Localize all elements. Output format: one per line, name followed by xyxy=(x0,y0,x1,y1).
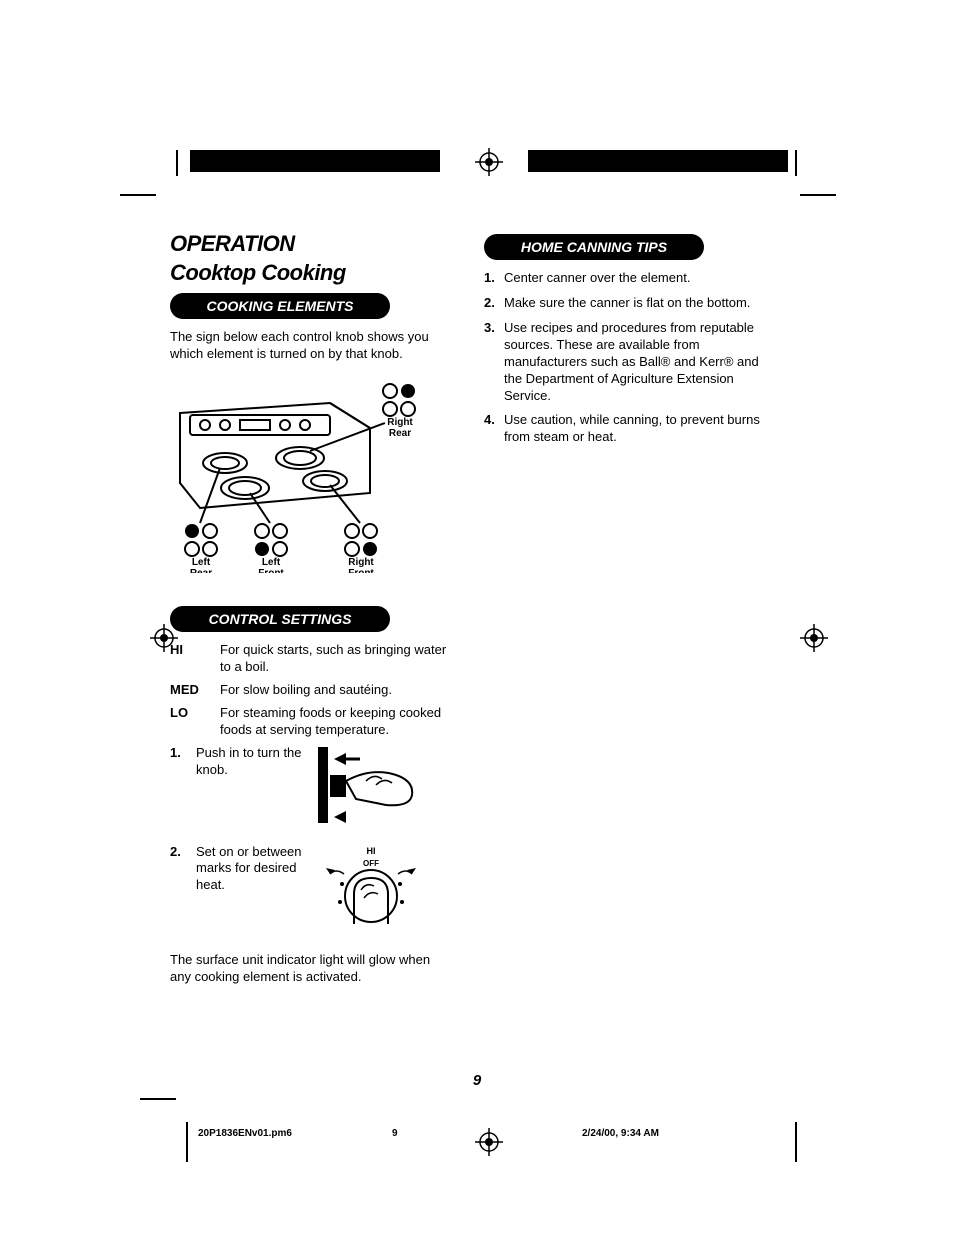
push-knob-icon xyxy=(316,745,450,830)
registration-mark-icon xyxy=(475,1128,503,1161)
svg-text:Right: Right xyxy=(387,417,413,428)
tip-number: 4. xyxy=(484,412,504,446)
footer-filename: 20P1836ENv01.pm6 xyxy=(198,1128,292,1139)
tip-text: Use caution, while canning, to prevent b… xyxy=(504,412,764,446)
svg-text:Front: Front xyxy=(348,568,374,573)
footer-page: 9 xyxy=(392,1128,398,1139)
step-text: Set on or between marks for desired heat… xyxy=(196,844,306,895)
crop-vbar xyxy=(795,150,797,176)
crop-tick xyxy=(140,1098,176,1100)
step-number: 1. xyxy=(170,745,186,762)
step-number: 2. xyxy=(170,844,186,861)
setting-key: MED xyxy=(170,682,220,699)
crop-vbar xyxy=(795,1122,797,1162)
tip-number: 1. xyxy=(484,270,504,287)
heading-cooking-elements: COOKING ELEMENTS xyxy=(170,293,390,319)
svg-text:Rear: Rear xyxy=(389,428,411,439)
canning-tip-4: 4. Use caution, while canning, to preven… xyxy=(484,412,764,446)
svg-text:HI: HI xyxy=(367,846,376,856)
registration-mark-icon xyxy=(800,624,828,657)
cooking-elements-intro: The sign below each control knob shows y… xyxy=(170,329,450,363)
turn-knob-icon: HI OFF xyxy=(316,844,450,939)
crop-tick xyxy=(120,194,156,196)
tip-text: Use recipes and procedures from reputabl… xyxy=(504,320,764,404)
svg-text:Left: Left xyxy=(262,557,281,568)
left-column: OPERATION Cooktop Cooking COOKING ELEMEN… xyxy=(170,230,450,996)
right-column: HOME CANNING TIPS 1. Center canner over … xyxy=(484,230,764,996)
stove-diagram-icon: Right Rear Left Rear Left Front xyxy=(170,373,430,573)
page-number: 9 xyxy=(0,1072,954,1089)
setting-text: For quick starts, such as bringing water… xyxy=(220,642,450,676)
svg-text:Rear: Rear xyxy=(190,568,212,573)
setting-hi: HI For quick starts, such as bringing wa… xyxy=(170,642,450,676)
heading-control-settings: CONTROL SETTINGS xyxy=(170,606,390,632)
tip-text: Make sure the canner is flat on the bott… xyxy=(504,295,764,312)
setting-text: For steaming foods or keeping cooked foo… xyxy=(220,705,450,739)
heading-home-canning: HOME CANNING TIPS xyxy=(484,234,704,260)
crop-vbar xyxy=(186,1122,188,1162)
step-text: Push in to turn the knob. xyxy=(196,745,306,779)
tip-text: Center canner over the element. xyxy=(504,270,764,287)
svg-text:Right: Right xyxy=(348,557,374,568)
canning-tip-3: 3. Use recipes and procedures from reput… xyxy=(484,320,764,404)
setting-key: HI xyxy=(170,642,220,676)
setting-text: For slow boiling and sautéing. xyxy=(220,682,450,699)
svg-text:Front: Front xyxy=(258,568,284,573)
tip-number: 2. xyxy=(484,295,504,312)
page-content: OPERATION Cooktop Cooking COOKING ELEMEN… xyxy=(170,140,790,996)
canning-tip-2: 2. Make sure the canner is flat on the b… xyxy=(484,295,764,312)
setting-key: LO xyxy=(170,705,220,739)
indicator-note: The surface unit indicator light will gl… xyxy=(170,952,450,986)
step-1: 1. Push in to turn the knob. xyxy=(170,745,450,830)
setting-lo: LO For steaming foods or keeping cooked … xyxy=(170,705,450,739)
svg-text:OFF: OFF xyxy=(363,859,379,868)
canning-tip-1: 1. Center canner over the element. xyxy=(484,270,764,287)
crop-tick xyxy=(800,194,836,196)
footer-timestamp: 2/24/00, 9:34 AM xyxy=(582,1128,659,1139)
step-2: 2. Set on or between marks for desired h… xyxy=(170,844,450,939)
tip-number: 3. xyxy=(484,320,504,404)
title-cooktop: Cooktop Cooking xyxy=(170,259,450,288)
svg-text:Left: Left xyxy=(192,557,211,568)
setting-med: MED For slow boiling and sautéing. xyxy=(170,682,450,699)
title-operation: OPERATION xyxy=(170,230,450,259)
